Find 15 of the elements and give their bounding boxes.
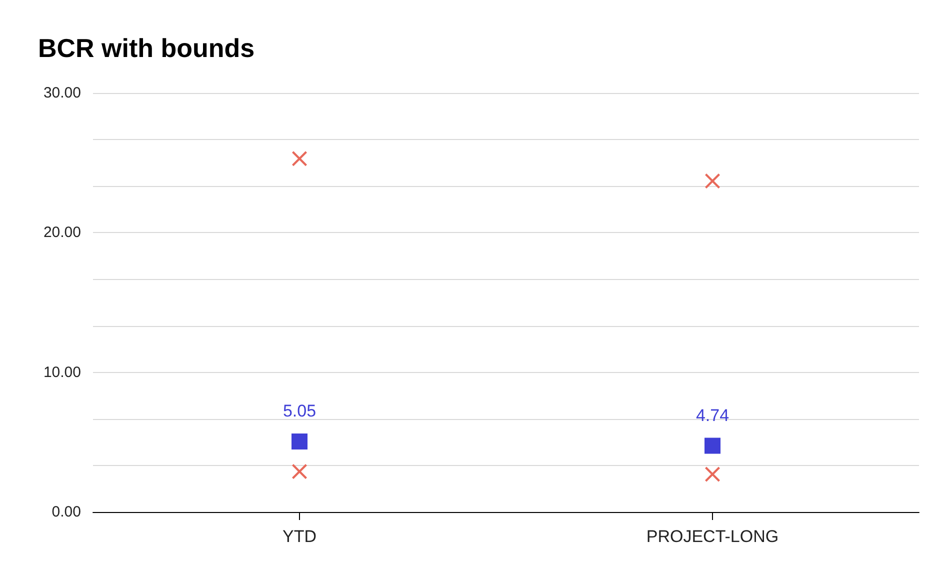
- point: [292, 433, 308, 450]
- point: [292, 151, 307, 166]
- y-tick-label: 10.00: [43, 364, 81, 381]
- x-tick-label: PROJECT-LONG: [646, 527, 779, 546]
- point: [705, 173, 720, 188]
- x-tick-label: YTD: [282, 527, 316, 546]
- data-label: 5.05: [282, 401, 316, 420]
- chart-title: BCR with bounds: [38, 33, 255, 63]
- point: [292, 464, 307, 479]
- data-label: 4.74: [696, 406, 730, 425]
- point: [705, 466, 720, 482]
- y-tick-label: 20.00: [43, 224, 81, 242]
- point: [704, 438, 720, 454]
- y-tick-label: 30.00: [43, 84, 81, 102]
- y-tick-label: 0.00: [52, 504, 81, 520]
